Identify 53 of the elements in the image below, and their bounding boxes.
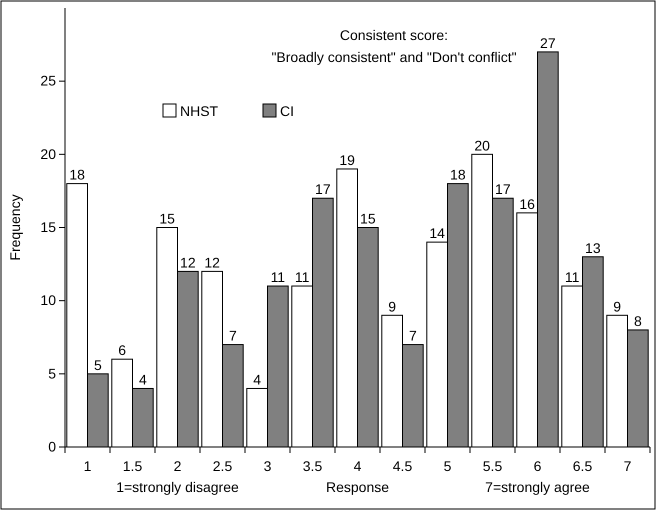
data-label: 11 (294, 269, 310, 286)
y-axis-title: Frequency (7, 194, 23, 261)
data-label: 16 (519, 196, 536, 212)
data-label: 4 (253, 371, 262, 388)
data-label: 18 (450, 166, 466, 183)
data-label: 12 (180, 254, 196, 270)
data-label: 20 (474, 137, 490, 154)
x-tick-label: 6 (534, 458, 542, 474)
y-tick-label: 25 (40, 72, 56, 89)
data-label: 9 (613, 298, 622, 314)
x-tick-label: 7 (624, 458, 632, 474)
x-tick-label: 1.5 (122, 458, 142, 474)
x-tick-label: 1 (84, 458, 92, 474)
x-tick-label: 5 (444, 458, 452, 474)
data-label: 4 (138, 371, 147, 388)
data-label: 6 (118, 342, 126, 358)
y-tick-label: 0 (48, 438, 56, 454)
x-tick-label: 2.5 (212, 458, 232, 474)
text: 1=strongly disagree (116, 479, 239, 495)
x-tick-label: 4 (354, 458, 362, 474)
data-label: 27 (540, 34, 556, 51)
y-tick-label: 15 (40, 218, 56, 235)
data-label: 17 (315, 181, 331, 198)
x-tick-label: 5.5 (482, 458, 502, 474)
data-label: 15 (360, 210, 376, 226)
x-tick-label: 3 (264, 458, 272, 474)
data-label: 7 (408, 328, 417, 344)
data-label: 7 (228, 328, 237, 344)
text: Consistent score: (340, 27, 448, 43)
data-label: 15 (159, 210, 176, 226)
data-label: 5 (94, 356, 102, 373)
data-label: 19 (339, 152, 356, 168)
data-label: 12 (204, 254, 220, 270)
x-axis-title: Response (326, 479, 390, 495)
data-label: 11 (564, 269, 580, 286)
data-label: 11 (270, 269, 286, 286)
data-label: 8 (634, 312, 642, 329)
data-label: 17 (495, 181, 511, 198)
text: "Broadly consistent" and "Don't conflict" (271, 49, 517, 65)
data-label: 14 (429, 225, 446, 242)
data-label: 9 (388, 298, 396, 314)
legend-label: CI (280, 103, 294, 119)
x-tick-label: 4.5 (392, 458, 412, 474)
y-tick-label: 10 (40, 292, 56, 308)
y-tick-label: 5 (48, 365, 56, 382)
legend-label: NHST (180, 103, 219, 119)
y-tick-label: 20 (40, 146, 56, 162)
data-label: 18 (69, 166, 86, 183)
data-label: 13 (585, 240, 601, 256)
text: 7=strongly agree (485, 479, 590, 495)
x-tick-label: 3.5 (302, 458, 322, 474)
x-tick-label: 2 (174, 458, 182, 474)
x-tick-label: 6.5 (572, 458, 592, 474)
